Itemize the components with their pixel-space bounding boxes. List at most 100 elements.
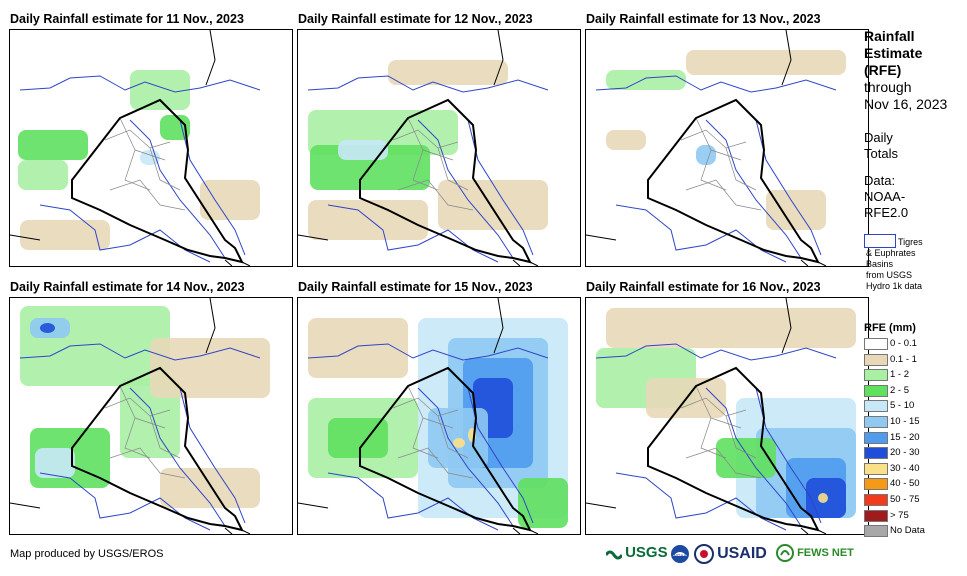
noaa-logo-text: NOAA	[674, 553, 687, 558]
legend-swatch	[864, 384, 888, 397]
country-border	[800, 259, 809, 266]
basin-line-5: Hydro 1k data	[866, 281, 923, 291]
data-source: Data: NOAA- RFE2.0	[864, 173, 964, 221]
province-boundary	[397, 447, 474, 479]
province-boundary	[725, 415, 757, 459]
country-border	[586, 234, 617, 241]
province-boundary	[680, 397, 747, 417]
province-boundary	[134, 149, 166, 161]
rfe-title-line-3: (RFE)	[864, 62, 902, 78]
legend-label: 1 - 2	[890, 369, 910, 381]
country-border	[781, 30, 792, 86]
province-boundary	[422, 149, 454, 161]
province-boundary	[437, 415, 469, 459]
province-boundary	[119, 117, 151, 191]
rfe-title: Rainfall Estimate (RFE) through Nov 16, …	[864, 28, 964, 113]
province-boundary	[407, 385, 439, 459]
daily-totals: Daily Totals	[864, 130, 964, 162]
basin-legend-swatch	[864, 234, 896, 248]
basin-river	[307, 75, 549, 93]
legend-swatch	[864, 416, 888, 428]
rainfall-map-3	[585, 29, 869, 267]
country-border	[298, 502, 329, 509]
basin-line-4: from USGS	[866, 270, 913, 280]
province-boundary	[437, 147, 469, 191]
map-svg-2	[298, 30, 549, 266]
fews-logo-text: FEWS NET	[797, 547, 854, 559]
legend-label: > 75	[890, 509, 909, 521]
rainfall-patch	[200, 180, 260, 220]
province-boundary	[104, 397, 171, 417]
rainfall-map-6	[585, 297, 869, 535]
noaa-logo: NOAA	[670, 544, 690, 566]
country-border	[586, 502, 617, 509]
province-boundary	[134, 417, 166, 429]
province-boundary	[119, 385, 151, 459]
province-boundary	[725, 147, 757, 191]
rainfall-patch	[453, 438, 465, 448]
province-boundary	[685, 179, 762, 211]
panel-title-1: Daily Rainfall estimate for 11 Nov., 202…	[10, 12, 244, 26]
legend-swatch	[864, 338, 888, 350]
rainfall-patch	[606, 308, 856, 348]
legend-swatch	[864, 369, 888, 382]
country-border	[512, 259, 521, 266]
legend-swatch	[864, 353, 888, 366]
province-boundary	[109, 447, 186, 479]
country-border	[493, 298, 504, 354]
legend-title: RFE (mm)	[864, 322, 916, 334]
province-boundary	[710, 417, 742, 429]
map-svg-3	[586, 30, 846, 266]
country-border	[224, 527, 233, 534]
province-boundary	[109, 179, 186, 211]
country-border	[10, 234, 41, 241]
legend-swatch	[864, 509, 888, 522]
legend-swatch	[864, 447, 888, 460]
data-source-2: RFE2.0	[864, 205, 909, 220]
basin-river	[307, 343, 549, 361]
basin-river	[595, 343, 837, 361]
rainfall-patch	[686, 50, 846, 75]
iraq-border	[359, 366, 532, 532]
rainfall-patch	[308, 200, 428, 240]
legend-label: 0 - 0.1	[890, 338, 917, 349]
rainfall-patch	[766, 190, 826, 230]
province-boundary	[392, 397, 459, 417]
legend-label: 5 - 10	[890, 400, 915, 412]
legend-swatch	[864, 462, 888, 475]
province-boundary	[149, 415, 181, 459]
rainfall-patch	[606, 70, 686, 90]
rainfall-patch	[388, 60, 508, 85]
province-boundary	[104, 129, 171, 149]
rainfall-patch	[696, 145, 716, 165]
country-border	[298, 234, 329, 241]
rainfall-patch	[308, 318, 408, 378]
province-boundary	[695, 385, 727, 459]
legend-swatch	[864, 478, 888, 491]
legend-label: 0.1 - 1	[890, 353, 917, 365]
province-boundary	[685, 447, 762, 479]
iraq-border	[359, 98, 532, 264]
usaid-seal-icon	[694, 544, 714, 564]
rainfall-patch	[818, 493, 828, 503]
province-boundary	[695, 117, 727, 191]
basin-legend-text: Tigres & Euphrates Basins from USGS Hydr…	[866, 237, 966, 292]
legend-label: No Data	[890, 525, 925, 537]
map-svg-5	[298, 298, 568, 534]
rainfall-patch	[338, 140, 388, 160]
legend-label: 15 - 20	[890, 431, 920, 443]
rainfall-patch	[438, 180, 548, 230]
iraq-border	[71, 366, 244, 532]
basin-line-2: & Euphrates	[866, 248, 916, 258]
basin-river	[19, 343, 261, 361]
legend-swatch	[864, 525, 888, 538]
iraq-border	[71, 98, 244, 264]
panel-title-5: Daily Rainfall estimate for 15 Nov., 202…	[298, 280, 533, 294]
panel-title-6: Daily Rainfall estimate for 16 Nov., 202…	[586, 280, 821, 294]
rfe-title-line-1: Rainfall	[864, 28, 915, 44]
rainfall-map-2	[297, 29, 581, 267]
country-border	[10, 502, 41, 509]
map-svg-6	[586, 298, 856, 534]
legend-label: 2 - 5	[890, 384, 910, 396]
usaid-logo-text: USAID	[717, 545, 767, 562]
